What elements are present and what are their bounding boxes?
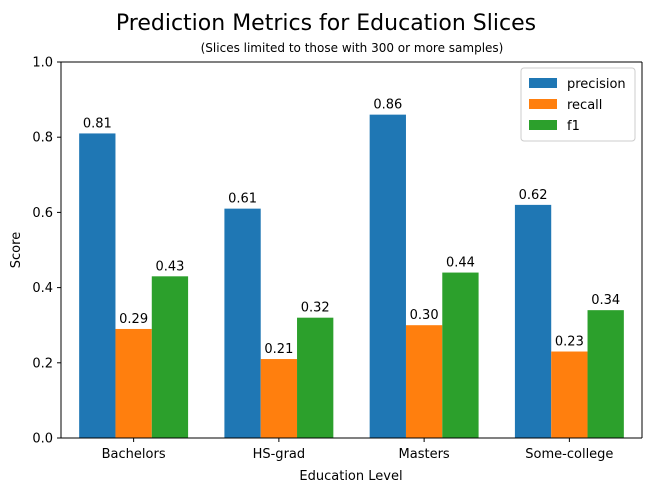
bar-precision-masters: [369, 114, 406, 438]
legend-label-recall: recall: [567, 98, 602, 113]
legend: precision recall f1: [520, 67, 636, 142]
bar-precision-hs-grad: [224, 208, 261, 438]
chart-subtitle: (Slices limited to those with 300 or mor…: [201, 41, 504, 55]
y-tick-label: 0.6: [32, 206, 53, 221]
bar-recall-hs-grad: [260, 359, 298, 438]
x-tick-label: HS-grad: [253, 447, 306, 462]
y-tick-label: 0.2: [32, 356, 53, 371]
bar-f1-some-college: [587, 310, 624, 438]
x-tick-label: Bachelors: [102, 447, 166, 462]
chart-title: Prediction Metrics for Education Slices: [116, 11, 536, 36]
bar-precision-some-college: [514, 204, 552, 438]
data-label-recall-bachelors: 0.29: [119, 312, 148, 327]
y-axis-label: Score: [9, 232, 24, 268]
bar-recall-masters: [405, 325, 443, 438]
data-label-precision-hs-grad: 0.61: [228, 192, 257, 207]
legend-swatch-recall: [529, 99, 557, 109]
y-tick-label: 0.4: [32, 281, 53, 296]
legend-swatch-f1: [529, 120, 557, 130]
y-tick-label: 0.8: [32, 131, 53, 146]
bar-f1-bachelors: [151, 276, 189, 438]
bar-precision-bachelors: [79, 133, 116, 438]
legend-swatch-precision: [529, 78, 557, 88]
x-axis-label: Education Level: [299, 469, 402, 484]
data-label-f1-hs-grad: 0.32: [301, 301, 330, 316]
bar-recall-some-college: [551, 351, 588, 438]
bar-f1-hs-grad: [297, 317, 334, 438]
y-tick-label: 0.0: [32, 432, 53, 447]
y-tick-label: 1.0: [32, 56, 53, 71]
data-label-f1-masters: 0.44: [446, 256, 475, 271]
data-label-precision-bachelors: 0.81: [83, 116, 112, 131]
x-tick-label: Masters: [399, 447, 450, 462]
data-label-recall-masters: 0.30: [410, 308, 439, 323]
legend-label-precision: precision: [567, 77, 626, 92]
data-label-recall-some-college: 0.23: [555, 335, 584, 350]
bar-recall-bachelors: [115, 328, 152, 438]
x-tick-label: Some-college: [525, 447, 613, 462]
data-label-precision-masters: 0.86: [373, 98, 402, 113]
data-label-f1-some-college: 0.34: [591, 293, 620, 308]
data-label-f1-bachelors: 0.43: [155, 259, 184, 274]
data-label-recall-hs-grad: 0.21: [264, 342, 293, 357]
data-label-precision-some-college: 0.62: [519, 188, 548, 203]
legend-label-f1: f1: [567, 119, 580, 134]
bar-f1-masters: [442, 272, 479, 438]
plot-area: 0.81 0.61 0.86 0.62 0.29 0.21 0.30 0.23 0.43 0.32…: [32, 56, 643, 462]
